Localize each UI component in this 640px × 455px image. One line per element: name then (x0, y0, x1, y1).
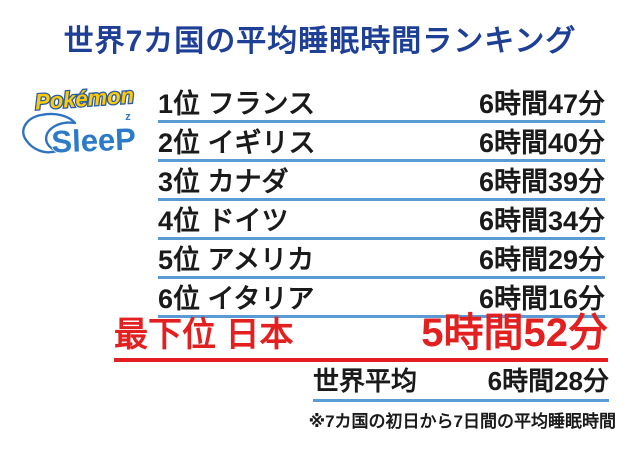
pokemon-wordmark: Pokémon (33, 81, 136, 115)
table-row: 5位 アメリカ 6時間29分 (158, 240, 605, 279)
rank-country-label: 1位 フランス (158, 88, 315, 119)
table-row: 4位 ドイツ 6時間34分 (158, 201, 605, 240)
table-row: 2位 イギリス 6時間40分 (158, 123, 605, 162)
sleep-time-value: 6時間34分 (478, 205, 605, 236)
rank-country-label: 4位 ドイツ (158, 205, 289, 236)
sleep-time-value: 6時間16分 (478, 283, 605, 314)
sleep-time-value: 6時間40分 (478, 127, 605, 158)
rank-country-label: 3位 カナダ (158, 166, 289, 197)
sleep-time-value: 6時間47分 (478, 88, 605, 119)
rank-country-label: 6位 イタリア (158, 283, 315, 314)
rank-country-label: 5位 アメリカ (158, 244, 315, 275)
pokemon-sleep-logo: Pokémon z SleeP (22, 81, 137, 160)
page-title: 世界7カ国の平均睡眠時間ランキング (63, 25, 577, 58)
table-row: 6位 イタリア 6時間16分 (158, 279, 605, 318)
sleep-text: SleeP (51, 122, 137, 160)
world-average-label: 世界平均 (313, 366, 418, 396)
pokemon-text: Pokémon (34, 83, 135, 115)
ranking-table: 1位 フランス 6時間47分 2位 イギリス 6時間40分 3位 カナダ 6時間… (158, 84, 605, 318)
world-average-row: 世界平均 6時間28分 (313, 366, 609, 403)
sleep-crescent-icon (22, 112, 77, 154)
footnote: ※7カ国の初日から7日間の平均睡眠時間 (308, 412, 616, 431)
rank-country-label: 2位 イギリス (158, 127, 316, 158)
worst-rank-row: 最下位 日本 5時間52分 (114, 313, 608, 362)
worst-rank-label: 最下位 日本 (114, 316, 294, 354)
sleep-time-value: 6時間39分 (478, 166, 605, 197)
world-average-value: 6時間28分 (487, 366, 609, 396)
table-row: 1位 フランス 6時間47分 (158, 84, 605, 123)
worst-sleep-time-value: 5時間52分 (421, 311, 608, 355)
table-row: 3位 カナダ 6時間39分 (158, 162, 605, 201)
zzz-icon: z (125, 111, 131, 123)
sleep-time-value: 6時間29分 (478, 244, 605, 275)
